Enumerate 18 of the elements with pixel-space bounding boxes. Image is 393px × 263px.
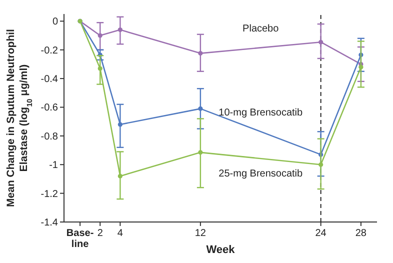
x-tick-label: 24 (315, 228, 327, 239)
y-tick-label: 0 (52, 16, 58, 28)
series-label: 10-mg Brensocatib (218, 108, 304, 119)
x-axis-title: Week (206, 244, 236, 256)
y-tick-label: -1 (49, 160, 58, 172)
series-label: Placebo (242, 24, 280, 35)
y-tick-label: -1.4 (40, 218, 58, 228)
y-tick-label: -0.6 (40, 102, 58, 114)
y-tick-label: -0.4 (40, 74, 58, 86)
x-tick-label: Base- line (66, 228, 94, 250)
x-tick-label: 12 (194, 228, 206, 239)
x-tick-label: 2 (97, 228, 104, 239)
series-label: 25-mg Brensocatib (218, 168, 304, 180)
y-tick-label: -0.2 (40, 45, 58, 56)
x-tick-label: 4 (117, 228, 124, 239)
y-tick-label: -1.2 (40, 188, 58, 200)
y-tick-label: -0.8 (40, 131, 58, 142)
x-tick-label: 28 (355, 228, 367, 239)
